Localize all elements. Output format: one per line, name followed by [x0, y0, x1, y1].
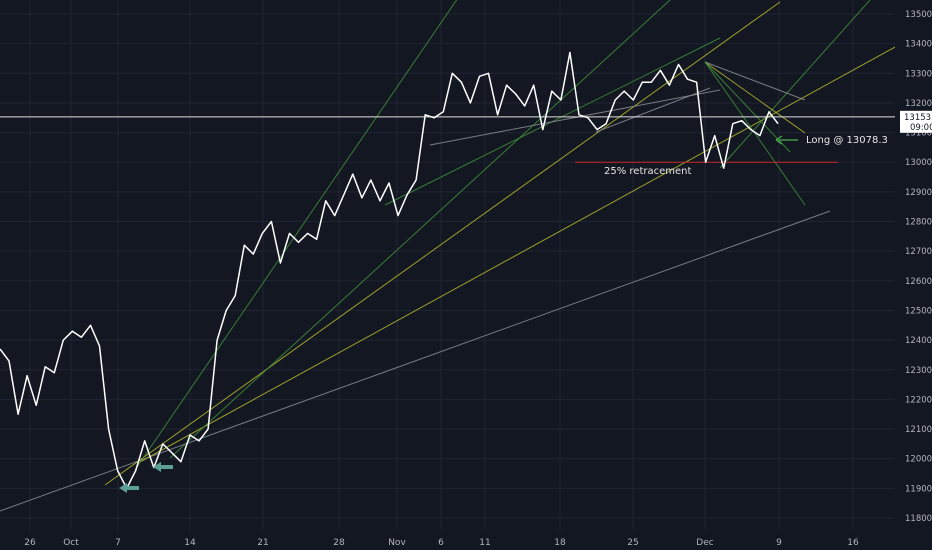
- left-arrow-low-shape: [119, 483, 139, 493]
- y-tick-label: 11900.0: [905, 484, 932, 494]
- x-tick-label: Nov: [388, 538, 406, 548]
- grey-fan-line-low: [595, 87, 711, 133]
- y-tick-label: 11800.0: [905, 514, 932, 524]
- y-tick-label: 12000.0: [905, 455, 932, 465]
- x-tick-label: Oct: [63, 538, 79, 548]
- y-tick-label: 12600.0: [905, 277, 932, 287]
- last-price-tag: [900, 110, 932, 133]
- x-tick-label: 14: [184, 538, 196, 548]
- y-axis-panel: [895, 0, 932, 550]
- green-fan-line-e: [704, 61, 806, 206]
- x-tick-label: 21: [257, 538, 268, 548]
- left-arrow-low: [119, 483, 139, 493]
- trendlines: [0, 0, 898, 512]
- grey-fan-line-top: [704, 61, 806, 101]
- grey-upper-line: [429, 89, 721, 146]
- x-tick-label: 18: [554, 538, 566, 548]
- green-fan-line-d: [719, 0, 871, 169]
- y-tick-label: 12800.0: [905, 218, 932, 228]
- green-fan-line-a: [134, 0, 458, 471]
- y-tick-label: 12300.0: [905, 366, 932, 376]
- y-tick-label: 13300.0: [905, 69, 932, 79]
- long-entry-label: Long @ 13078.3: [806, 135, 888, 146]
- y-tick-label: 12400.0: [905, 336, 932, 346]
- y-tick-label: 13000.0: [905, 158, 932, 168]
- x-tick-label: 16: [847, 538, 859, 548]
- x-tick-label: 7: [115, 538, 121, 548]
- y-tick-label: 13400.0: [905, 40, 932, 50]
- y-tick-label: 13100.0: [905, 129, 932, 139]
- left-arrow-high: [153, 462, 173, 472]
- yellow-fan-line-c: [704, 61, 806, 134]
- bar-countdown: 09:00: [910, 123, 932, 133]
- left-arrow-high-shape: [153, 462, 173, 472]
- x-axis-ticks: 26 Oct 7 14 21 28 Nov 6 11 18 25 Dec 9 16: [24, 538, 859, 548]
- y-axis-ticks: 13500.0 13400.0 13300.0 13200.0 13100.0 13000…: [905, 10, 932, 524]
- y-tick-label: 13500.0: [905, 10, 932, 20]
- y-tick-label: 12700.0: [905, 247, 932, 257]
- y-tick-label: 12900.0: [905, 188, 932, 198]
- x-tick-label: 9: [776, 538, 782, 548]
- arrows: [119, 135, 798, 493]
- x-tick-label: 11: [479, 538, 490, 548]
- y-tick-label: 12100.0: [905, 425, 932, 435]
- retracement-label: 25% retracement: [604, 166, 691, 177]
- x-tick-label: 28: [333, 538, 345, 548]
- y-tick-label: 13200.0: [905, 99, 932, 109]
- long-entry-arrow: [775, 135, 798, 145]
- green-fan-line-f: [704, 61, 791, 153]
- last-price-value: 13153.2: [904, 113, 932, 123]
- y-tick-label: 12500.0: [905, 306, 932, 316]
- yellow-fan-line-a: [104, 1, 781, 486]
- green-fan-line-b: [169, 0, 671, 459]
- y-tick-label: 12200.0: [905, 395, 932, 405]
- x-tick-label: 26: [24, 538, 36, 548]
- x-tick-label: 25: [627, 538, 638, 548]
- long-arrow-head: [775, 135, 783, 145]
- x-tick-label: Dec: [696, 538, 713, 548]
- x-tick-label: 6: [438, 538, 444, 548]
- price-series-line: [0, 51, 779, 490]
- chart-grid: [0, 0, 895, 530]
